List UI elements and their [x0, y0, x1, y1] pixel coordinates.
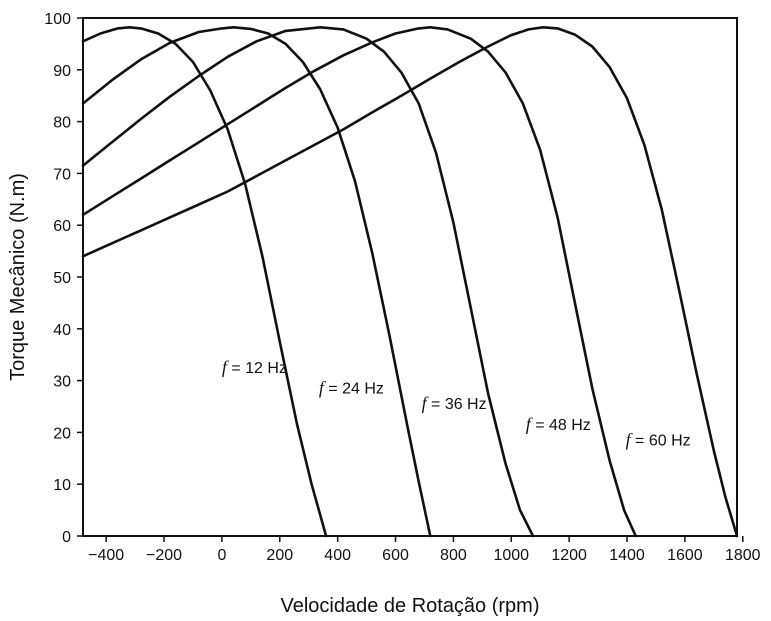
x-tick-label: −200: [146, 547, 182, 564]
curve-labels: f = 12 Hz f = 24 Hz f = 36 Hz f = 48 Hz f = …: [222, 357, 691, 450]
x-tick-label: 1800: [725, 547, 761, 564]
curve-label-5: f = 60 Hz: [626, 429, 691, 449]
x-tick-label: 800: [440, 547, 467, 564]
curve-label-2: f = 24 Hz: [319, 378, 384, 398]
y-tick-label: 0: [62, 529, 71, 546]
x-tick-label: −400: [88, 547, 124, 564]
series-line-3: [81, 26, 535, 538]
x-tick-label: 200: [266, 547, 293, 564]
y-tick-label: 40: [53, 322, 71, 339]
x-tick-label: 1200: [551, 547, 587, 564]
series-layer: [81, 26, 739, 538]
series-line-4: [81, 26, 637, 538]
curve-label-3: f = 36 Hz: [422, 393, 487, 413]
x-axis-title: Velocidade de Rotação (rpm): [280, 595, 539, 617]
y-tick-label: 90: [53, 63, 71, 80]
series-line-5: [81, 26, 739, 538]
x-tick-label: 1000: [493, 547, 529, 564]
x-tick-label: 0: [217, 547, 226, 564]
plot-frame: [82, 17, 738, 537]
y-axis-title: Torque Mecânico (N.m): [7, 173, 29, 381]
y-tick-label: 20: [53, 425, 71, 442]
y-tick-label: 30: [53, 374, 71, 391]
curve-label-1: f = 12 Hz: [222, 357, 287, 377]
x-tick-label: 400: [324, 547, 351, 564]
x-tick-label: 1400: [609, 547, 645, 564]
series-line-2: [81, 26, 432, 538]
x-tick-label: 600: [382, 547, 409, 564]
y-tick-label: 60: [53, 218, 71, 235]
x-tick-label: 1600: [667, 547, 703, 564]
y-axis-ticks: 0 10 20 30 40 50 60 70 80 90 100: [44, 11, 83, 546]
series-line-1: [81, 26, 328, 538]
y-tick-label: 80: [53, 115, 71, 132]
y-tick-label: 70: [53, 166, 71, 183]
y-tick-label: 50: [53, 270, 71, 287]
y-tick-label: 10: [53, 477, 71, 494]
x-axis-ticks: −400 −200 0 200 400 600 800 1000 1200 1400 1600 180…: [88, 536, 761, 564]
y-tick-label: 100: [44, 11, 71, 28]
curve-label-4: f = 48 Hz: [526, 414, 591, 434]
